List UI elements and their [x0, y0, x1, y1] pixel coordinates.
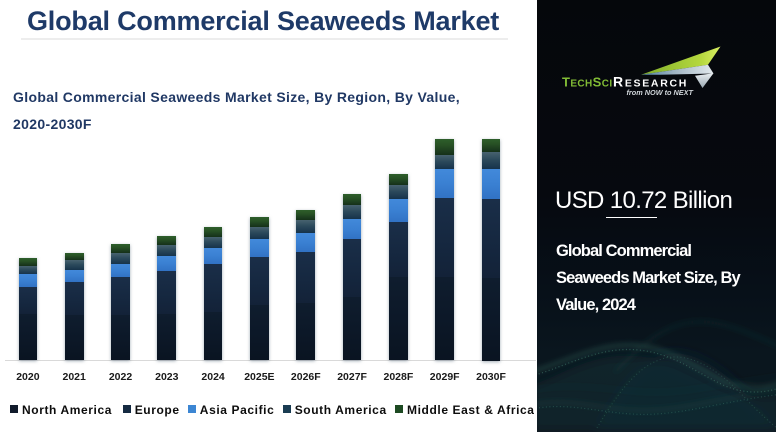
svg-text:from NOW to NEXT: from NOW to NEXT: [627, 88, 694, 97]
svg-text:RESEARCH: RESEARCH: [613, 74, 688, 90]
svg-text:TECHSCI: TECHSCI: [562, 75, 613, 90]
